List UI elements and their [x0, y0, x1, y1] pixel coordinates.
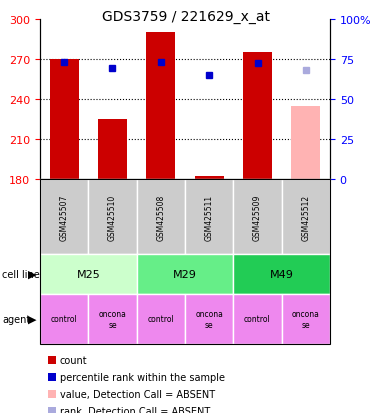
Text: oncona
se: oncona se [99, 310, 127, 329]
Text: oncona
se: oncona se [195, 310, 223, 329]
Bar [195, 177, 224, 180]
Text: M25: M25 [76, 269, 100, 279]
Text: GSM425507: GSM425507 [60, 194, 69, 240]
Text: ▶: ▶ [27, 269, 36, 279]
Text: M49: M49 [270, 269, 293, 279]
Text: GSM425512: GSM425512 [301, 194, 310, 240]
Bar [98, 120, 127, 180]
Bar [50, 60, 79, 180]
Text: control: control [244, 315, 271, 324]
Text: count: count [60, 355, 88, 365]
Text: GSM425510: GSM425510 [108, 194, 117, 240]
Bar [291, 107, 320, 180]
Bar [146, 33, 175, 180]
Text: GSM425509: GSM425509 [253, 194, 262, 240]
Text: GDS3759 / 221629_x_at: GDS3759 / 221629_x_at [102, 10, 269, 24]
Text: ▶: ▶ [27, 314, 36, 324]
Text: percentile rank within the sample: percentile rank within the sample [60, 372, 225, 382]
Text: GSM425508: GSM425508 [156, 194, 165, 240]
Text: oncona
se: oncona se [292, 310, 320, 329]
Bar [243, 53, 272, 180]
Text: GSM425511: GSM425511 [205, 194, 214, 240]
Text: value, Detection Call = ABSENT: value, Detection Call = ABSENT [60, 389, 215, 399]
Text: control: control [147, 315, 174, 324]
Text: agent: agent [2, 314, 30, 324]
Text: control: control [51, 315, 78, 324]
Text: cell line: cell line [2, 269, 40, 279]
Text: M29: M29 [173, 269, 197, 279]
Text: rank, Detection Call = ABSENT: rank, Detection Call = ABSENT [60, 406, 210, 413]
